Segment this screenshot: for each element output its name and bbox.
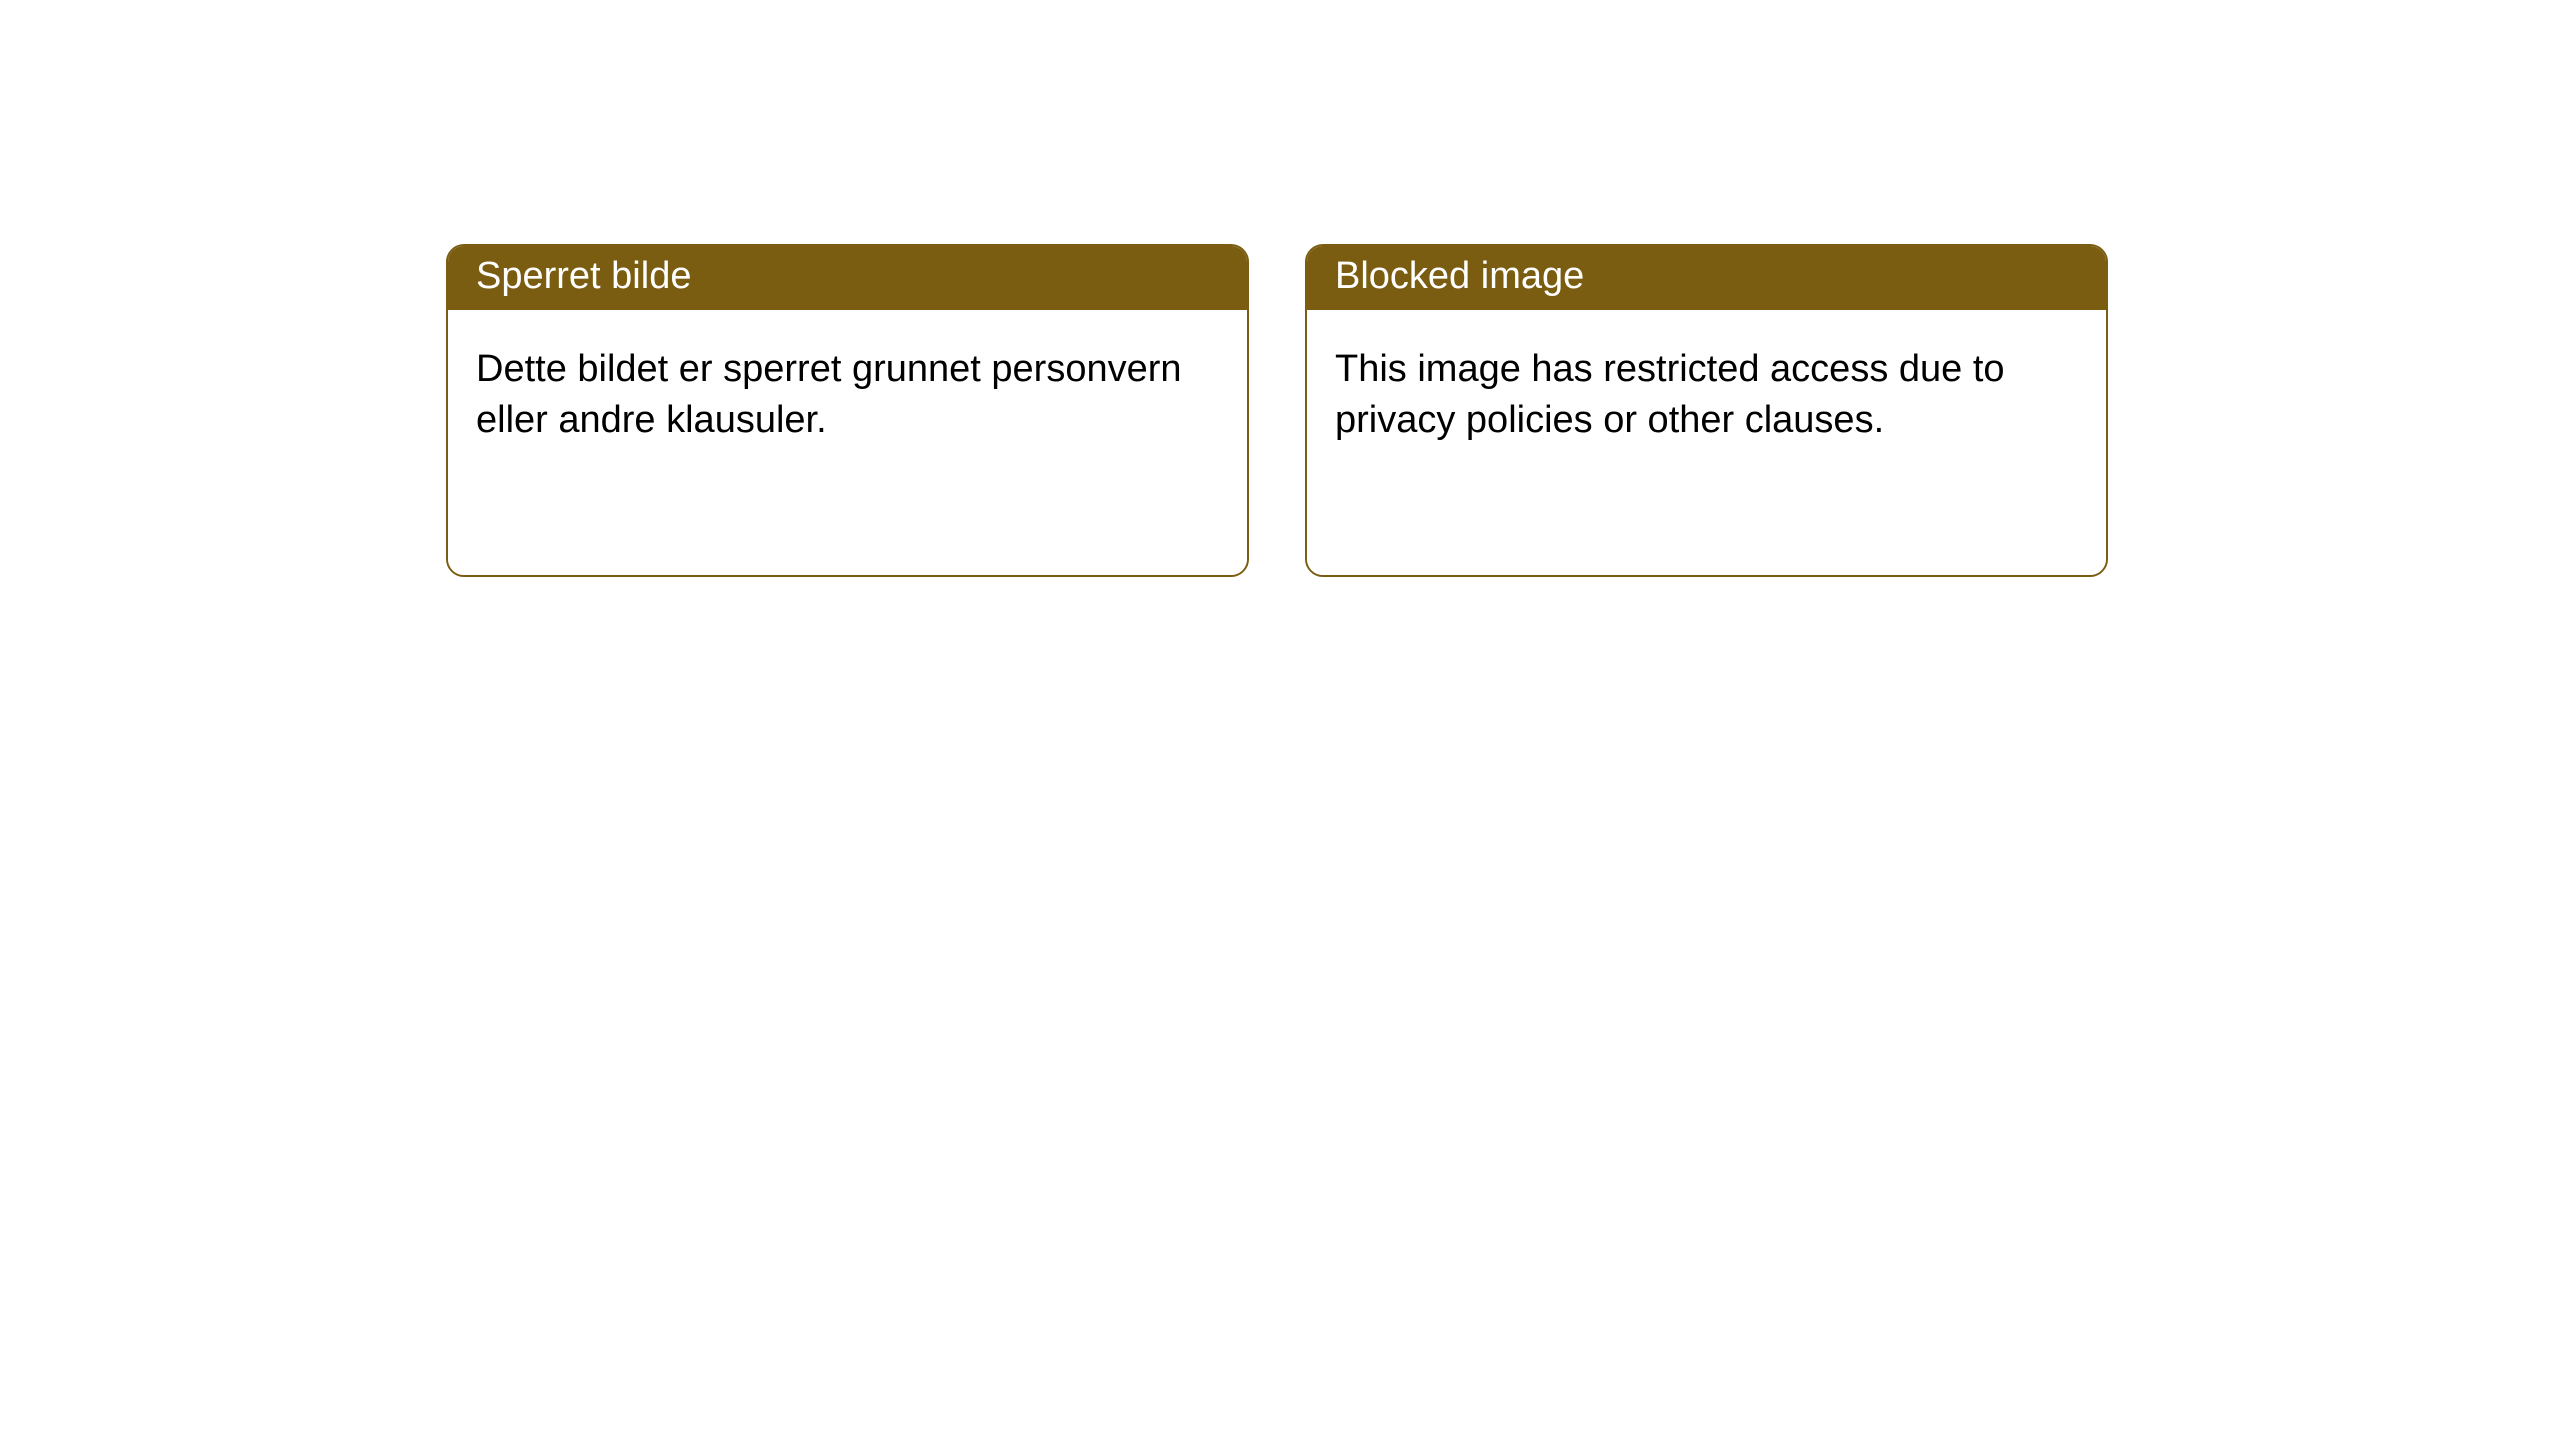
notice-body: This image has restricted access due to …	[1307, 310, 2106, 575]
notice-card-norwegian: Sperret bilde Dette bildet er sperret gr…	[446, 244, 1249, 577]
notice-container: Sperret bilde Dette bildet er sperret gr…	[0, 0, 2560, 577]
notice-card-english: Blocked image This image has restricted …	[1305, 244, 2108, 577]
notice-title: Sperret bilde	[448, 246, 1247, 310]
notice-title: Blocked image	[1307, 246, 2106, 310]
notice-body: Dette bildet er sperret grunnet personve…	[448, 310, 1247, 575]
